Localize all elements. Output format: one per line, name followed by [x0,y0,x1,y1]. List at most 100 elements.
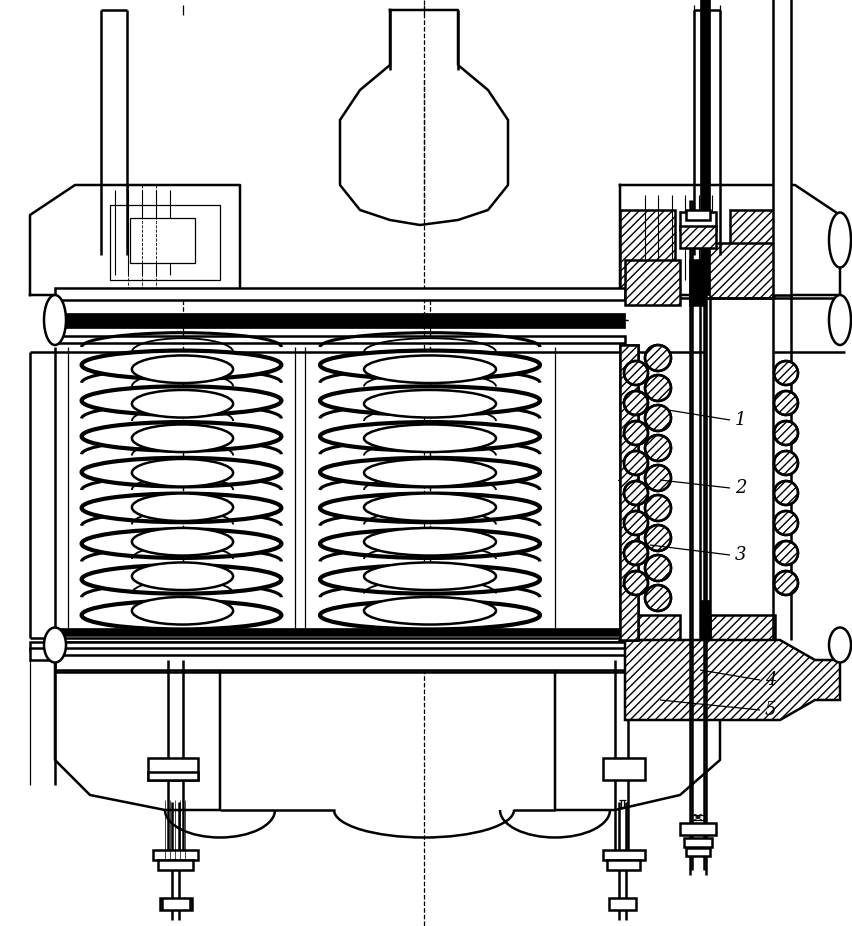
Ellipse shape [100,390,263,411]
Ellipse shape [82,494,281,522]
Text: 2: 2 [735,479,746,497]
Ellipse shape [132,494,233,521]
Bar [700,600,710,640]
Ellipse shape [376,600,484,621]
Circle shape [774,541,798,565]
Ellipse shape [364,562,496,590]
Ellipse shape [141,497,224,518]
Ellipse shape [376,394,484,414]
Ellipse shape [340,569,520,590]
Circle shape [645,525,671,551]
Ellipse shape [100,354,263,376]
Bar [110,205,220,280]
Polygon shape [55,660,220,810]
Bar [680,823,716,835]
Bar [603,850,645,860]
Bar [30,648,630,660]
Bar [686,210,710,220]
Bar [148,772,198,780]
Bar [730,210,785,290]
Ellipse shape [132,390,233,418]
Circle shape [645,585,671,611]
Bar [55,336,625,343]
Bar [620,345,638,640]
Ellipse shape [82,565,281,594]
Ellipse shape [44,295,66,345]
Circle shape [624,481,648,505]
Circle shape [645,555,671,581]
Bar [160,898,192,910]
Ellipse shape [100,461,263,482]
Ellipse shape [82,422,281,451]
Ellipse shape [364,459,496,486]
Bar [704,243,774,298]
Circle shape [645,495,671,521]
Ellipse shape [320,494,540,522]
Bar [55,288,625,300]
Ellipse shape [82,601,281,630]
Bar [30,642,630,650]
Ellipse shape [340,497,520,519]
Bar [130,218,195,263]
Ellipse shape [376,532,484,552]
Ellipse shape [376,497,484,518]
Ellipse shape [82,457,281,486]
Ellipse shape [340,354,520,376]
Ellipse shape [100,426,263,447]
Circle shape [645,375,671,401]
Circle shape [624,421,648,445]
Bar [690,260,704,305]
Ellipse shape [376,462,484,483]
Ellipse shape [100,569,263,590]
Bar [700,0,710,295]
Ellipse shape [320,565,540,594]
Bar [609,898,636,910]
Text: 4: 4 [765,671,776,689]
Ellipse shape [376,566,484,586]
Ellipse shape [340,605,520,626]
Bar [773,0,791,295]
Circle shape [774,451,798,475]
Ellipse shape [141,428,224,448]
Circle shape [774,481,798,505]
Ellipse shape [364,390,496,418]
Ellipse shape [141,532,224,552]
Circle shape [624,541,648,565]
Circle shape [774,421,798,445]
Ellipse shape [364,356,496,383]
Ellipse shape [364,424,496,452]
Bar [625,260,680,305]
Ellipse shape [829,628,851,662]
Circle shape [645,405,671,431]
Ellipse shape [376,359,484,380]
Ellipse shape [320,457,540,486]
Polygon shape [30,185,240,295]
Bar [153,850,198,860]
Circle shape [624,451,648,475]
Bar [686,848,710,856]
Polygon shape [625,640,840,720]
Ellipse shape [829,295,851,345]
Bar [620,210,675,290]
Ellipse shape [320,601,540,630]
Bar [55,628,625,635]
Ellipse shape [829,212,851,268]
Circle shape [774,511,798,535]
Bar [55,313,625,328]
Circle shape [624,511,648,535]
Ellipse shape [320,386,540,415]
Ellipse shape [132,597,233,624]
Ellipse shape [132,528,233,556]
Polygon shape [555,660,720,810]
Bar [607,860,640,870]
Ellipse shape [132,562,233,590]
Bar [710,615,775,655]
Bar [690,260,704,305]
Circle shape [624,571,648,595]
Ellipse shape [82,351,281,379]
Text: 3: 3 [735,546,746,564]
Circle shape [624,391,648,415]
Ellipse shape [141,566,224,586]
Bar [55,655,625,670]
Ellipse shape [340,426,520,447]
